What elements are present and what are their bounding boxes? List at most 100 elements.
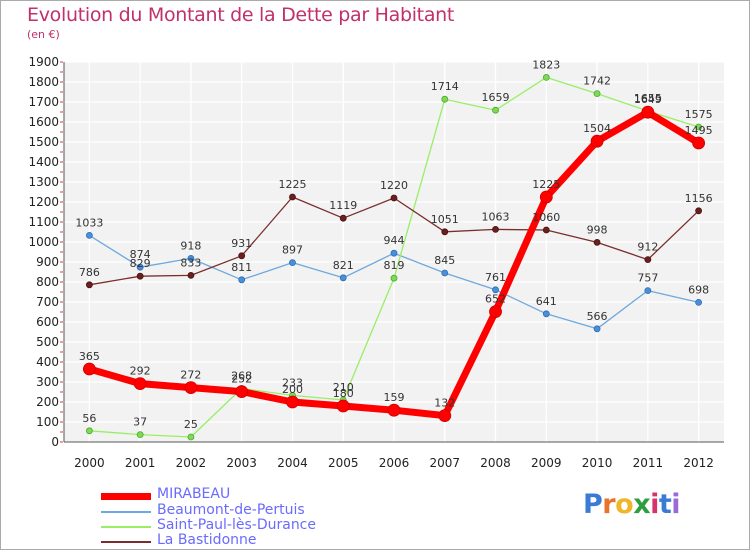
legend-swatch [101, 493, 151, 500]
data-label: 1063 [482, 210, 510, 223]
x-tick-label: 2003 [226, 456, 257, 470]
data-point [238, 252, 246, 260]
data-label: 1714 [431, 80, 459, 93]
data-point [692, 136, 706, 150]
series-beaumont-de-pertuis [85, 231, 703, 333]
data-label: 252 [231, 373, 252, 386]
data-point [187, 254, 195, 262]
data-label: 292 [130, 365, 151, 378]
x-tick-label: 2009 [531, 456, 562, 470]
data-label: 210 [333, 381, 354, 394]
y-tick-label: 100 [36, 415, 59, 429]
x-tick-label: 2007 [429, 456, 460, 470]
data-point [542, 226, 550, 234]
data-label: 811 [231, 261, 252, 274]
data-point [136, 263, 144, 271]
data-point [184, 381, 198, 395]
data-point [438, 409, 452, 423]
data-point [695, 123, 703, 131]
data-label: 268 [231, 369, 252, 382]
y-tick-label: 1500 [28, 135, 59, 149]
data-label: 56 [82, 412, 96, 425]
data-label: 944 [384, 234, 405, 247]
data-label: 652 [485, 293, 506, 306]
y-tick-label: 1300 [28, 175, 59, 189]
data-point [85, 231, 93, 239]
x-tick-label: 2011 [633, 456, 664, 470]
y-tick-label: 1600 [28, 115, 59, 129]
data-point [695, 298, 703, 306]
data-point [289, 259, 296, 267]
data-point [82, 362, 96, 376]
series-la-bastidonne [85, 193, 703, 289]
x-tick-label: 2000 [74, 456, 105, 470]
data-label: 1742 [583, 75, 611, 88]
legend-label: Saint-Paul-lès-Durance [157, 517, 316, 533]
data-label: 365 [79, 350, 100, 363]
data-label: 233 [282, 376, 303, 389]
y-tick-label: 1900 [28, 55, 59, 69]
data-point [539, 190, 553, 204]
data-label: 1119 [329, 199, 357, 212]
chart-title: Evolution du Montant de la Dette par Hab… [27, 4, 455, 26]
y-tick-label: 700 [36, 295, 59, 309]
data-point [85, 281, 93, 289]
y-tick-label: 1100 [28, 215, 59, 229]
data-label: 698 [688, 283, 709, 296]
data-point [136, 272, 144, 280]
data-label: 641 [536, 295, 557, 308]
data-point [339, 214, 347, 222]
y-tick-label: 300 [36, 375, 59, 389]
data-point [133, 377, 147, 391]
data-label: 1060 [532, 211, 560, 224]
data-label: 1051 [431, 213, 459, 226]
y-tick-label: 600 [36, 315, 59, 329]
data-point [641, 105, 655, 119]
data-label: 1156 [685, 192, 713, 205]
data-point [187, 271, 195, 279]
data-label: 1659 [482, 91, 510, 104]
data-label: 180 [333, 387, 354, 400]
data-point [387, 403, 401, 417]
brand-logo-letter: o [615, 489, 634, 520]
data-label: 1033 [75, 216, 103, 229]
data-label: 757 [637, 272, 658, 285]
y-tick-label: 1400 [28, 155, 59, 169]
data-label: 1655 [634, 92, 662, 105]
data-point [238, 276, 246, 284]
y-tick-label: 500 [36, 335, 59, 349]
legend-label: MIRABEAU [157, 486, 231, 502]
data-point [136, 431, 144, 439]
data-point [85, 427, 93, 435]
data-label: 786 [79, 266, 100, 279]
brand-logo: Proxiti [583, 489, 681, 520]
data-label: 931 [231, 237, 252, 250]
data-label: 1220 [380, 179, 408, 192]
data-label: 874 [130, 248, 151, 261]
data-point [644, 256, 652, 264]
x-tick-label: 2002 [176, 456, 207, 470]
x-tick-label: 2001 [125, 456, 156, 470]
legend-label: La Bastidonne [157, 532, 257, 548]
data-label: 132 [434, 397, 455, 410]
data-point [542, 310, 550, 318]
data-point [441, 95, 449, 103]
series-mirabeau [82, 105, 706, 423]
data-point [286, 395, 299, 409]
data-label: 819 [384, 259, 405, 272]
data-point [492, 286, 499, 294]
y-tick-label: 1800 [28, 75, 59, 89]
brand-logo-letter: i [650, 489, 659, 520]
data-label: 912 [637, 241, 658, 254]
data-point [590, 134, 604, 148]
data-point [235, 385, 249, 399]
data-point [489, 305, 502, 319]
data-point [390, 274, 398, 282]
x-tick-label: 2004 [277, 456, 308, 470]
legend-swatch [101, 511, 151, 513]
y-tick-label: 800 [36, 275, 59, 289]
x-tick-label: 2008 [480, 456, 511, 470]
data-point [593, 325, 601, 333]
data-point [390, 249, 398, 257]
